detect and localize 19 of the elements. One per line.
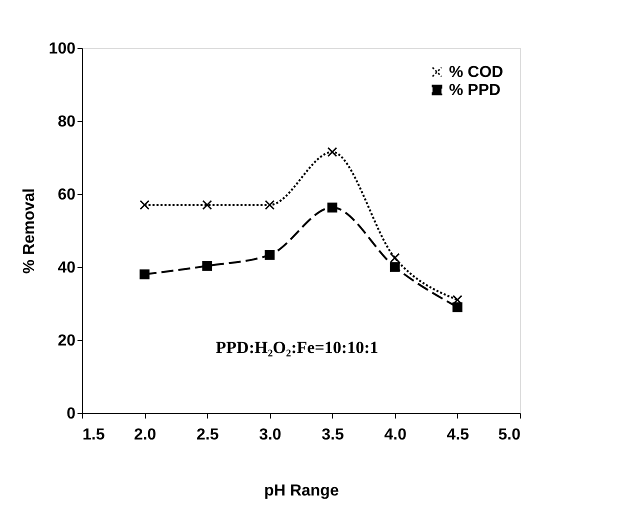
y-tick-label: 80 [58, 114, 76, 130]
x-tick-label: 4.5 [446, 426, 470, 444]
y-axis-title: % Removal [20, 188, 38, 274]
x-tick-label: 3.5 [322, 426, 344, 444]
legend-label: % COD [449, 64, 504, 81]
y-tick-label: 20 [58, 332, 76, 350]
x-tick-label: 2.5 [196, 426, 219, 444]
x-tick-label: 4.0 [384, 426, 407, 444]
x-tick-label: 2.0 [134, 426, 156, 444]
y-tick-label: 60 [58, 186, 76, 204]
y-tick-label: 100 [48, 40, 76, 58]
y-tick-label: 0 [66, 406, 76, 422]
annotation: PPD:H₂O₂:Fe=10:10:1 [216, 338, 378, 357]
x-tick-label: 5.0 [498, 426, 521, 444]
x-tick-label: 3.0 [259, 426, 282, 444]
legend-label: % PPD [449, 82, 501, 99]
x-axis-title: pH Range [264, 482, 339, 500]
x-tick-label: 1.5 [82, 426, 105, 444]
y-tick-label: 40 [58, 260, 76, 276]
